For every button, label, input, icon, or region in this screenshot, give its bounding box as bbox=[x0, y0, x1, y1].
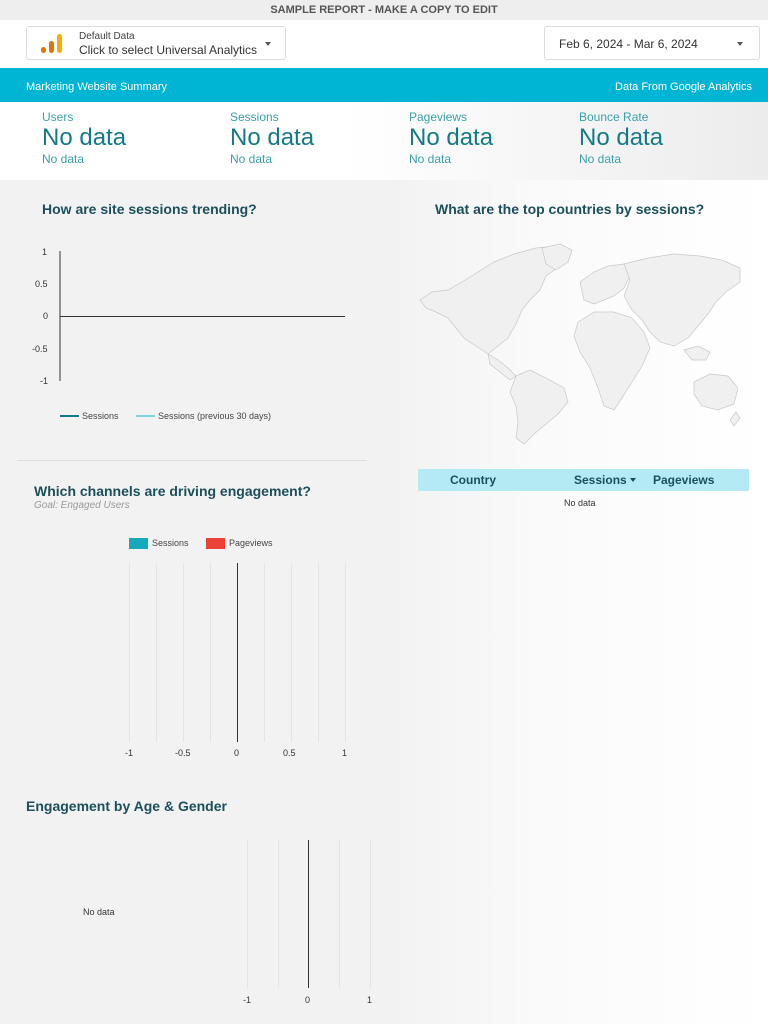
kpi-value: No data bbox=[409, 124, 494, 151]
kpi-label: Sessions bbox=[230, 110, 279, 124]
report-source-note: Data From Google Analytics bbox=[615, 81, 752, 93]
x-tick: 1 bbox=[367, 995, 373, 1005]
kpi-scorecards: Users No data No data Sessions No data N… bbox=[0, 102, 768, 180]
x-tick: -0.5 bbox=[175, 748, 191, 758]
kpi-comparison: No data bbox=[579, 152, 622, 166]
country-table-header: Country Sessions Pageviews bbox=[418, 469, 749, 491]
data-source-label: Default Data bbox=[79, 31, 135, 42]
chevron-down-icon bbox=[265, 42, 271, 46]
x-tick: -1 bbox=[243, 995, 252, 1005]
country-table-no-data: No data bbox=[564, 498, 596, 508]
legend-pageviews[interactable]: Pageviews bbox=[229, 538, 273, 548]
report-header-bar: Marketing Website Summary Data From Goog… bbox=[0, 68, 768, 102]
kpi-comparison: No data bbox=[230, 152, 273, 166]
age-gender-no-data: No data bbox=[83, 907, 115, 917]
legend-sessions-previous[interactable]: Sessions (previous 30 days) bbox=[158, 411, 272, 421]
sort-desc-icon[interactable] bbox=[630, 478, 636, 482]
x-tick: 0 bbox=[234, 748, 240, 758]
kpi-value: No data bbox=[42, 124, 127, 151]
y-tick: -1 bbox=[40, 376, 49, 386]
kpi-comparison: No data bbox=[42, 152, 85, 166]
column-header-sessions[interactable]: Sessions bbox=[574, 473, 627, 487]
left-panel bbox=[0, 180, 392, 1024]
sample-report-banner: SAMPLE REPORT - MAKE A COPY TO EDIT bbox=[0, 0, 768, 20]
kpi-label: Pageviews bbox=[409, 110, 468, 124]
kpi-label: Users bbox=[42, 110, 74, 124]
report-title: Marketing Website Summary bbox=[26, 81, 168, 93]
y-tick: 0.5 bbox=[35, 279, 48, 289]
kpi-pageviews: Pageviews No data No data bbox=[409, 110, 493, 166]
x-tick: 0.5 bbox=[283, 748, 296, 758]
date-range-selector[interactable]: Feb 6, 2024 - Mar 6, 2024 bbox=[544, 26, 760, 60]
y-tick: 1 bbox=[42, 247, 48, 257]
sessions-trend-title: How are site sessions trending? bbox=[42, 201, 257, 217]
legend-sessions[interactable]: Sessions bbox=[152, 538, 189, 548]
legend-swatch-sessions bbox=[129, 538, 148, 549]
legend-swatch-pageviews bbox=[206, 538, 225, 549]
column-header-pageviews[interactable]: Pageviews bbox=[653, 473, 715, 487]
legend-sessions[interactable]: Sessions bbox=[82, 411, 119, 421]
channels-subtitle: Goal: Engaged Users bbox=[34, 500, 130, 511]
date-range-value: Feb 6, 2024 - Mar 6, 2024 bbox=[559, 37, 698, 51]
kpi-comparison: No data bbox=[409, 152, 452, 166]
kpi-users: Users No data No data bbox=[42, 110, 126, 166]
analytics-logo-icon bbox=[41, 34, 62, 53]
section-divider bbox=[17, 460, 367, 461]
age-gender-title: Engagement by Age & Gender bbox=[26, 798, 227, 814]
column-header-country[interactable]: Country bbox=[450, 473, 496, 487]
chevron-down-icon bbox=[737, 42, 743, 46]
countries-title: What are the top countries by sessions? bbox=[435, 201, 705, 217]
y-tick: -0.5 bbox=[32, 344, 48, 354]
x-tick: 1 bbox=[342, 748, 348, 758]
data-source-selector[interactable]: Default Data Click to select Universal A… bbox=[26, 26, 286, 60]
x-tick: -1 bbox=[125, 748, 134, 758]
x-tick: 0 bbox=[305, 995, 311, 1005]
world-map[interactable] bbox=[418, 242, 744, 448]
kpi-label: Bounce Rate bbox=[579, 110, 649, 124]
report-controls: Default Data Click to select Universal A… bbox=[0, 20, 768, 68]
data-source-value: Click to select Universal Analytics bbox=[79, 43, 258, 57]
kpi-bounce-rate: Bounce Rate No data No data bbox=[579, 110, 663, 166]
y-tick: 0 bbox=[43, 311, 49, 321]
kpi-sessions: Sessions No data No data bbox=[230, 110, 314, 166]
kpi-value: No data bbox=[579, 124, 664, 151]
kpi-value: No data bbox=[230, 124, 315, 151]
channels-title: Which channels are driving engagement? bbox=[34, 483, 311, 499]
